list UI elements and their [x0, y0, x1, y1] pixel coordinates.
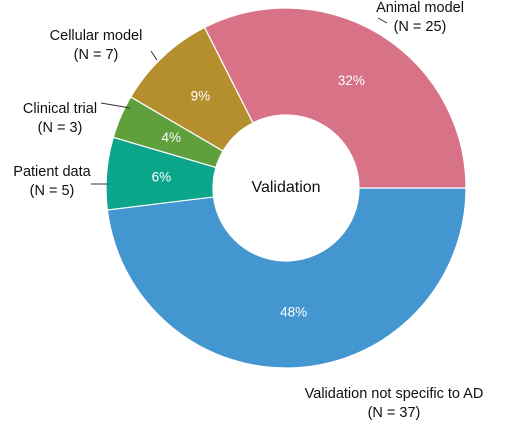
percent-label: 4%: [162, 130, 182, 145]
slice-label-count: (N = 5): [30, 183, 75, 199]
center-label: Validation: [251, 179, 320, 196]
slice-animal-model: [203, 7, 467, 189]
percent-label: 32%: [338, 73, 365, 88]
slice-label-name: Patient data: [13, 164, 91, 180]
slice-label-name: Animal model: [376, 0, 464, 16]
outer-labels: Validation not specific to AD (N = 37) Pat…: [13, 0, 483, 421]
slice-label-name: Cellular model: [50, 28, 143, 44]
slice-label-count: (N = 25): [394, 19, 447, 35]
slice-label: Animal model (N = 25): [376, 0, 464, 35]
slice-validation-not-specific-to-ad: [106, 187, 467, 369]
percent-label: 48%: [280, 304, 307, 319]
slice-label: Cellular model (N = 7): [50, 28, 143, 63]
slices: [105, 7, 467, 369]
percent-label: 9%: [191, 89, 211, 104]
slice-label: Validation not specific to AD (N = 37): [305, 386, 484, 421]
slice-label-count: (N = 37): [368, 405, 421, 421]
slice-label: Patient data (N = 5): [13, 164, 91, 199]
percent-label: 6%: [152, 169, 172, 184]
percent-labels: 48% 6% 4% 9% 32%: [152, 73, 365, 319]
slice-label-name: Clinical trial: [23, 101, 97, 117]
slice-label-count: (N = 3): [38, 120, 83, 136]
leader-line: [100, 102, 131, 109]
leader-line: [150, 50, 158, 61]
leader-line: [377, 17, 388, 24]
slice-label-count: (N = 7): [74, 47, 119, 63]
slice-label-name: Validation not specific to AD: [305, 386, 484, 402]
leader-lines: [91, 17, 388, 185]
slice-label: Clinical trial (N = 3): [23, 101, 97, 136]
